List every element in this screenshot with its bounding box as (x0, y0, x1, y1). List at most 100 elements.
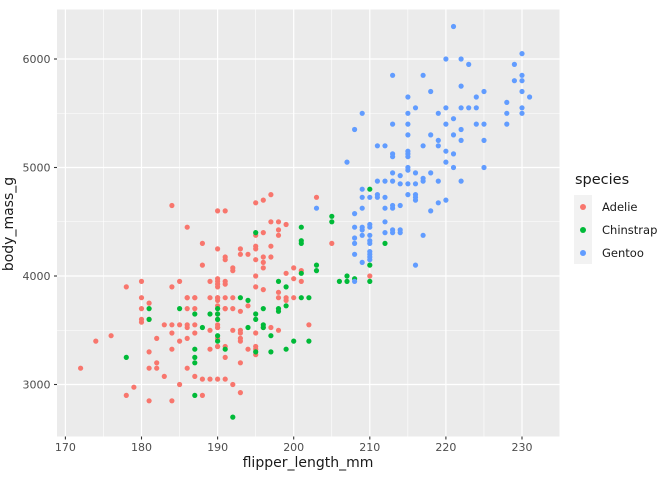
data-point-gentoo (397, 181, 403, 187)
data-point-gentoo (352, 224, 358, 230)
data-point-adelie (207, 376, 213, 382)
data-point-gentoo (397, 173, 403, 179)
data-point-chinstrap (199, 324, 205, 331)
data-point-chinstrap (146, 316, 152, 322)
data-point-adelie (222, 306, 228, 312)
data-point-gentoo (458, 126, 464, 133)
legend-key (574, 241, 592, 264)
data-point-chinstrap (298, 240, 304, 246)
data-point-adelie (177, 278, 183, 284)
data-point-adelie (268, 324, 274, 331)
data-point-chinstrap (253, 349, 259, 355)
data-point-adelie (161, 373, 167, 379)
data-point-gentoo (420, 143, 426, 149)
data-point-chinstrap (313, 268, 320, 274)
data-point-adelie (367, 273, 373, 279)
data-point-chinstrap (123, 354, 129, 360)
data-point-chinstrap (215, 333, 221, 339)
data-point-gentoo (450, 23, 457, 30)
data-point-adelie (207, 327, 213, 333)
data-point-chinstrap (306, 295, 312, 301)
data-point-chinstrap (329, 219, 335, 225)
data-point-adelie (108, 333, 114, 339)
data-point-gentoo (359, 259, 365, 265)
gentoo-dot-icon (580, 249, 586, 256)
data-point-adelie (146, 349, 152, 355)
data-point-gentoo (428, 170, 434, 176)
data-point-gentoo (443, 105, 449, 111)
data-point-adelie (237, 360, 243, 366)
data-point-adelie (161, 322, 167, 328)
data-point-adelie (253, 330, 259, 336)
data-point-gentoo (367, 249, 373, 255)
data-point-gentoo (367, 224, 373, 230)
data-point-chinstrap (283, 346, 289, 352)
data-point-adelie (329, 240, 335, 246)
y-tick-label: 5000 (23, 161, 51, 174)
data-point-adelie (222, 257, 228, 263)
data-point-adelie (78, 365, 84, 371)
data-point-adelie (313, 194, 320, 200)
data-point-gentoo (390, 205, 396, 211)
data-point-gentoo (511, 61, 517, 67)
data-point-adelie (215, 276, 221, 282)
data-point-gentoo (390, 178, 396, 184)
data-point-gentoo (443, 159, 449, 165)
data-point-gentoo (397, 202, 403, 209)
data-point-adelie (138, 306, 145, 312)
data-point-gentoo (458, 178, 464, 184)
data-point-gentoo (443, 121, 449, 127)
data-point-gentoo (519, 110, 525, 116)
data-point-gentoo (359, 224, 365, 230)
data-point-chinstrap (230, 414, 236, 420)
data-point-chinstrap (192, 346, 198, 352)
data-point-adelie (184, 335, 190, 341)
data-point-chinstrap (268, 349, 274, 355)
data-point-adelie (237, 308, 243, 314)
data-point-gentoo (382, 143, 388, 149)
data-point-adelie (138, 319, 145, 325)
data-point-chinstrap (215, 311, 221, 317)
data-point-adelie (268, 243, 274, 249)
axis-tick-marks (54, 58, 523, 440)
data-point-adelie (268, 192, 274, 198)
data-point-chinstrap (367, 262, 373, 268)
data-point-adelie (199, 392, 205, 398)
data-point-gentoo (352, 126, 358, 133)
data-point-adelie (199, 262, 205, 268)
data-point-adelie (283, 297, 289, 303)
legend-label: Chinstrap (602, 222, 658, 237)
data-point-adelie (275, 295, 282, 301)
data-point-adelie (184, 295, 190, 301)
data-point-gentoo (405, 164, 411, 171)
data-point-gentoo (359, 110, 365, 116)
data-point-gentoo (352, 278, 358, 284)
data-point-chinstrap (306, 338, 312, 344)
legend: species Adelie Chinstrap Gentoo (574, 172, 657, 264)
data-point-gentoo (374, 143, 380, 149)
data-point-gentoo (519, 51, 525, 57)
data-point-gentoo (344, 159, 350, 165)
data-point-adelie (154, 360, 160, 366)
data-point-gentoo (382, 219, 388, 225)
data-point-gentoo (435, 178, 441, 184)
data-point-adelie (146, 300, 152, 306)
data-point-gentoo (435, 137, 441, 143)
data-point-gentoo (504, 121, 510, 127)
data-point-adelie (169, 330, 175, 336)
data-point-adelie (222, 295, 228, 301)
data-point-gentoo (359, 232, 365, 238)
data-point-chinstrap (207, 311, 213, 317)
data-point-gentoo (435, 200, 441, 206)
legend-label: Gentoo (602, 245, 644, 260)
data-point-gentoo (473, 94, 479, 100)
data-point-gentoo (405, 121, 411, 127)
data-point-adelie (169, 202, 175, 209)
data-point-gentoo (374, 178, 380, 184)
data-point-adelie (253, 257, 259, 263)
data-point-adelie (192, 306, 198, 312)
data-point-adelie (177, 338, 183, 344)
data-point-gentoo (504, 99, 510, 105)
data-point-adelie (298, 278, 304, 284)
